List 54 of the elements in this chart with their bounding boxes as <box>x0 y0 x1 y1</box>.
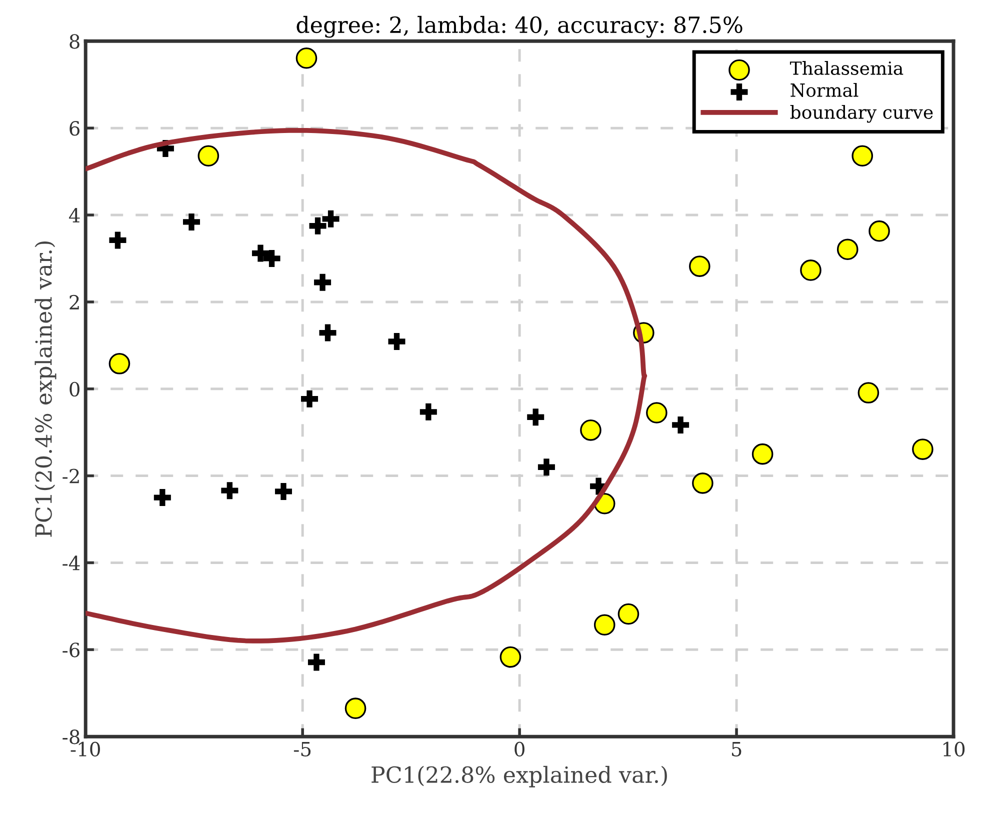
point <box>109 232 126 249</box>
y-tick-label: 2 <box>70 294 79 310</box>
y-tick-label: 6 <box>70 121 80 136</box>
point <box>314 274 332 291</box>
point <box>388 332 406 350</box>
point <box>800 260 822 281</box>
point <box>221 482 238 500</box>
point <box>672 416 690 434</box>
point <box>252 244 269 262</box>
point <box>692 472 714 494</box>
point <box>263 250 280 267</box>
point <box>858 382 880 404</box>
point <box>594 614 616 636</box>
legend-label: boundary curve <box>790 104 933 123</box>
point <box>580 420 602 441</box>
point <box>319 324 336 342</box>
y-tick-label: 8 <box>70 34 80 49</box>
x-tick-label: 5 <box>732 742 742 756</box>
point <box>538 458 555 476</box>
y-tick-label: 0 <box>70 382 80 397</box>
point <box>198 145 220 167</box>
point <box>868 220 890 242</box>
point <box>752 443 774 465</box>
point <box>420 403 437 420</box>
point <box>296 47 318 69</box>
y-tick-label: -4 <box>62 556 80 570</box>
point <box>500 646 522 668</box>
point <box>322 210 340 228</box>
point <box>646 402 668 424</box>
y-tick-label: -2 <box>62 468 79 484</box>
point <box>836 238 858 260</box>
y-tick-label: 4 <box>68 208 80 222</box>
x-tick-label: 10 <box>943 742 965 756</box>
y-tick-label: -6 <box>62 642 80 658</box>
x-tick-label: 0 <box>514 742 524 756</box>
point <box>308 654 325 671</box>
point <box>301 390 318 408</box>
point <box>618 603 640 625</box>
point <box>527 408 544 426</box>
point <box>182 213 200 230</box>
x-tick-label: -5 <box>294 742 311 756</box>
legend-label: Normal <box>790 83 858 97</box>
point <box>688 256 710 277</box>
point <box>309 217 326 234</box>
point <box>274 482 292 500</box>
point <box>912 438 934 460</box>
point <box>852 145 874 167</box>
point <box>344 698 366 719</box>
chart-title: degree: 2, lambda: 40, accuracy: 87.5% <box>296 16 742 38</box>
point <box>154 489 171 506</box>
legend-label: Thalassemia <box>790 61 904 75</box>
x-axis-title: PC1(22.8% explained var.) <box>372 766 667 788</box>
point <box>108 353 130 374</box>
y-axis-title: PC1(20.4% explained var.) <box>34 241 56 537</box>
